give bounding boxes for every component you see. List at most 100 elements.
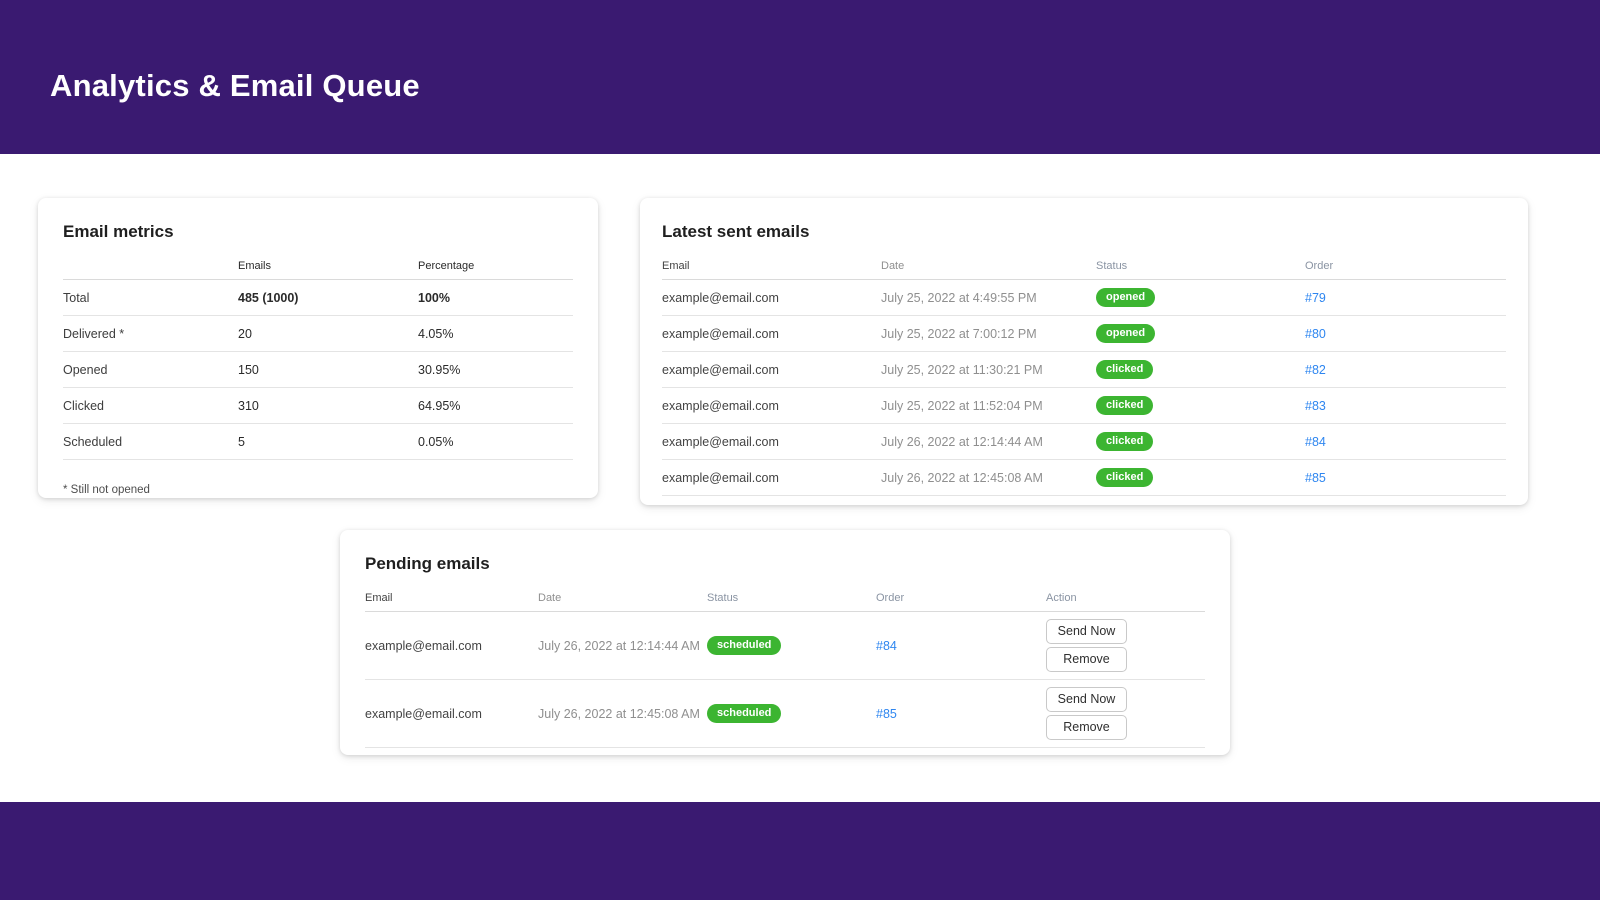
emails-column-header: Emails [238, 260, 418, 272]
pending-emails-title: Pending emails [365, 554, 1205, 574]
percentage-column-header: Percentage [418, 260, 573, 272]
order-cell: #82 [1305, 363, 1506, 377]
status-cell: opened [1096, 324, 1305, 343]
email-cell: example@email.com [365, 639, 538, 653]
metric-emails-value: 310 [238, 399, 418, 413]
order-link[interactable]: #85 [876, 707, 897, 721]
email-cell: example@email.com [365, 707, 538, 721]
email-cell: example@email.com [662, 471, 881, 485]
order-link[interactable]: #84 [876, 639, 897, 653]
email-cell: example@email.com [662, 435, 881, 449]
order-column-header: Order [1305, 260, 1506, 272]
status-badge: opened [1096, 288, 1155, 307]
metric-emails-value: 150 [238, 363, 418, 377]
date-cell: July 25, 2022 at 11:52:04 PM [881, 399, 1096, 413]
order-link[interactable]: #80 [1305, 327, 1326, 341]
action-button-group: Send Now Remove [1046, 619, 1205, 672]
metric-label: Opened [63, 363, 238, 377]
status-badge: opened [1096, 324, 1155, 343]
date-cell: July 26, 2022 at 12:45:08 AM [538, 707, 707, 721]
table-row: example@email.com July 26, 2022 at 12:14… [365, 612, 1205, 680]
action-cell: Send Now Remove [1046, 687, 1205, 740]
order-cell: #85 [1305, 471, 1506, 485]
table-row: Scheduled 5 0.05% [63, 424, 573, 460]
table-row: example@email.com July 26, 2022 at 12:45… [662, 460, 1506, 496]
send-now-button[interactable]: Send Now [1046, 619, 1127, 644]
date-cell: July 25, 2022 at 7:00:12 PM [881, 327, 1096, 341]
metric-percentage-value: 4.05% [418, 327, 573, 341]
send-now-button[interactable]: Send Now [1046, 687, 1127, 712]
action-cell: Send Now Remove [1046, 619, 1205, 672]
table-row: example@email.com July 26, 2022 at 12:45… [365, 680, 1205, 748]
order-cell: #83 [1305, 399, 1506, 413]
metrics-footnote: * Still not opened [63, 484, 573, 496]
date-cell: July 26, 2022 at 12:14:44 AM [881, 435, 1096, 449]
order-cell: #80 [1305, 327, 1506, 341]
email-cell: example@email.com [662, 327, 881, 341]
table-row: example@email.com July 25, 2022 at 11:30… [662, 352, 1506, 388]
status-cell: clicked [1096, 360, 1305, 379]
date-column-header: Date [538, 592, 707, 604]
status-badge: clicked [1096, 396, 1153, 415]
table-header-row: Email Date Status Order [662, 252, 1506, 280]
date-cell: July 25, 2022 at 4:49:55 PM [881, 291, 1096, 305]
metric-label: Clicked [63, 399, 238, 413]
order-cell: #84 [1305, 435, 1506, 449]
pending-emails-card: Pending emails Email Date Status Order A… [340, 530, 1230, 755]
latest-sent-emails-card: Latest sent emails Email Date Status Ord… [640, 198, 1528, 505]
date-cell: July 26, 2022 at 12:14:44 AM [538, 639, 707, 653]
metric-emails-value: 485 (1000) [238, 291, 418, 305]
status-cell: clicked [1096, 396, 1305, 415]
email-cell: example@email.com [662, 399, 881, 413]
order-cell: #84 [876, 639, 1046, 653]
status-badge: clicked [1096, 432, 1153, 451]
metric-label: Total [63, 291, 238, 305]
table-row: Total 485 (1000) 100% [63, 280, 573, 316]
latest-sent-table: Email Date Status Order example@email.co… [662, 252, 1506, 496]
latest-sent-title: Latest sent emails [662, 222, 1506, 242]
status-cell: clicked [1096, 468, 1305, 487]
order-link[interactable]: #85 [1305, 471, 1326, 485]
table-row: Clicked 310 64.95% [63, 388, 573, 424]
metric-percentage-value: 100% [418, 291, 573, 305]
status-cell: scheduled [707, 636, 876, 655]
order-column-header: Order [876, 592, 1046, 604]
email-metrics-card: Email metrics Emails Percentage Total 48… [38, 198, 598, 498]
order-cell: #85 [876, 707, 1046, 721]
pending-emails-table: Email Date Status Order Action example@e… [365, 584, 1205, 748]
metric-label: Delivered * [63, 327, 238, 341]
status-badge: scheduled [707, 636, 781, 655]
date-column-header: Date [881, 260, 1096, 272]
action-button-group: Send Now Remove [1046, 687, 1205, 740]
email-cell: example@email.com [662, 363, 881, 377]
date-cell: July 25, 2022 at 11:30:21 PM [881, 363, 1096, 377]
status-cell: scheduled [707, 704, 876, 723]
table-row: example@email.com July 25, 2022 at 7:00:… [662, 316, 1506, 352]
table-row: Opened 150 30.95% [63, 352, 573, 388]
email-metrics-title: Email metrics [63, 222, 573, 242]
order-link[interactable]: #82 [1305, 363, 1326, 377]
remove-button[interactable]: Remove [1046, 715, 1127, 740]
email-column-header: Email [662, 260, 881, 272]
status-column-header: Status [707, 592, 876, 604]
metric-emails-value: 5 [238, 435, 418, 449]
remove-button[interactable]: Remove [1046, 647, 1127, 672]
order-link[interactable]: #83 [1305, 399, 1326, 413]
page-footer [0, 802, 1600, 900]
table-header-row: Email Date Status Order Action [365, 584, 1205, 612]
action-column-header: Action [1046, 592, 1205, 604]
email-column-header: Email [365, 592, 538, 604]
table-header-row: Emails Percentage [63, 252, 573, 280]
status-column-header: Status [1096, 260, 1305, 272]
email-cell: example@email.com [662, 291, 881, 305]
metric-percentage-value: 30.95% [418, 363, 573, 377]
page-header: Analytics & Email Queue [0, 0, 1600, 154]
page-title: Analytics & Email Queue [50, 68, 420, 104]
metric-emails-value: 20 [238, 327, 418, 341]
order-link[interactable]: #84 [1305, 435, 1326, 449]
status-cell: opened [1096, 288, 1305, 307]
date-cell: July 26, 2022 at 12:45:08 AM [881, 471, 1096, 485]
metric-percentage-value: 0.05% [418, 435, 573, 449]
order-link[interactable]: #79 [1305, 291, 1326, 305]
metric-label: Scheduled [63, 435, 238, 449]
